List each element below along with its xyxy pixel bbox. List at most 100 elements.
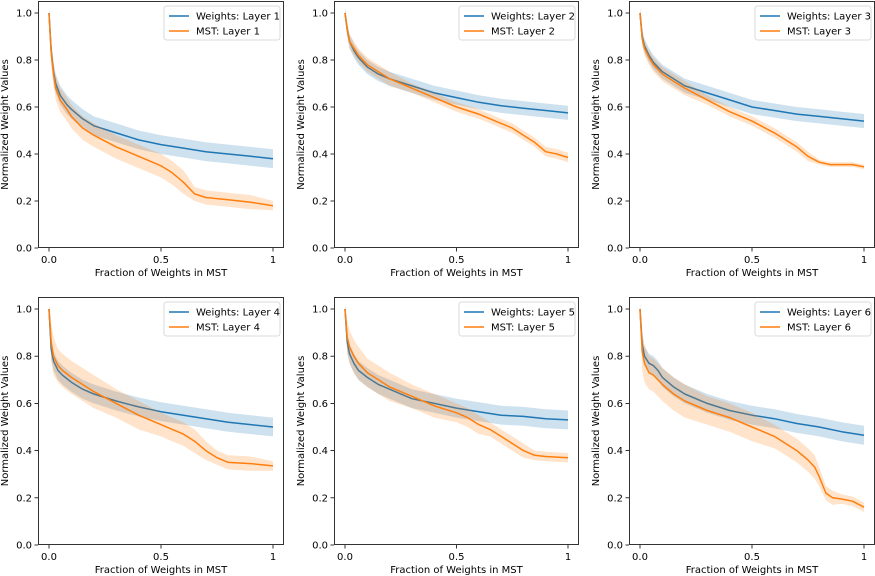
series-line-1: [639, 12, 865, 122]
y-tick-label: 1.0: [607, 305, 623, 316]
x-tick-label: 1: [270, 552, 276, 563]
legend: Weights: Layer 6 MST: Layer 6: [754, 301, 872, 337]
legend-label-1: Weights: Layer 1: [196, 12, 280, 23]
series-band-1: [640, 8, 864, 129]
x-axis-label: Fraction of Weights in MST: [95, 565, 228, 576]
series-band-1: [49, 8, 273, 169]
y-tick-label: 1.0: [312, 305, 328, 316]
y-tick-label: 0.8: [312, 56, 328, 67]
y-tick-label: 0.2: [16, 197, 32, 208]
x-axis-label: Fraction of Weights in MST: [686, 268, 819, 279]
legend-label-1: Weights: Layer 6: [787, 308, 871, 319]
y-tick-label: 0.0: [312, 541, 328, 552]
axes-frame: [334, 297, 579, 545]
x-tick-label: 0.0: [41, 552, 57, 563]
y-tick-label: 1.0: [312, 9, 328, 20]
y-tick-label: 0.8: [607, 352, 623, 363]
y-axis-label: Normalized Weight Values: [591, 59, 602, 190]
series-line-2: [639, 308, 865, 508]
legend-box: [754, 5, 872, 41]
x-tick-label: 1: [270, 255, 276, 266]
x-tick-label: 1: [861, 255, 867, 266]
y-tick-label: 0.6: [16, 399, 32, 410]
subplot-1: 0.0 0.2 0.4 0.6 0.8 1.0 0.0 0.5 1 Fraction of Wei…: [0, 1, 284, 279]
legend-label-2: MST: Layer 2: [491, 27, 555, 38]
y-tick-label: 0.8: [16, 56, 32, 67]
y-tick-label: 1.0: [16, 9, 32, 20]
y-tick-label: 0.4: [16, 446, 32, 457]
x-tick-label: 0.5: [153, 552, 169, 563]
y-axis-label: Normalized Weight Values: [0, 59, 11, 190]
y-tick-label: 0.6: [312, 399, 328, 410]
y-tick-label: 0.4: [607, 150, 623, 161]
x-tick-label: 0.5: [449, 255, 465, 266]
subplot-3: 0.0 0.2 0.4 0.6 0.8 1.0 0.0 0.5 1 Fraction of Wei…: [591, 1, 875, 279]
legend-label-2: MST: Layer 1: [196, 27, 260, 38]
axes-frame: [334, 1, 579, 248]
y-tick-label: 0.4: [16, 150, 32, 161]
x-axis-label: Fraction of Weights in MST: [686, 565, 819, 576]
series-line-1: [344, 308, 569, 421]
series-line-2: [344, 12, 569, 159]
y-tick-label: 0.0: [607, 541, 623, 552]
series-band-1: [345, 304, 568, 430]
y-axis-label: Normalized Weight Values: [0, 356, 11, 487]
series-band-1: [49, 304, 273, 437]
y-tick-label: 0.2: [312, 493, 328, 504]
series-band-2: [345, 304, 568, 463]
legend: Weights: Layer 1 MST: Layer 1: [163, 5, 281, 41]
x-tick-label: 0.5: [744, 255, 760, 266]
y-tick-label: 0.6: [607, 103, 623, 114]
series-line-2: [48, 308, 274, 467]
series-line-1: [639, 308, 865, 437]
series-line-2: [344, 308, 569, 459]
y-axis-label: Normalized Weight Values: [296, 356, 307, 487]
subplot-4: 0.0 0.2 0.4 0.6 0.8 1.0 0.0 0.5 1 Fraction of Wei…: [0, 297, 284, 576]
y-tick-label: 0.8: [16, 352, 32, 363]
y-tick-label: 0.2: [607, 493, 623, 504]
y-tick-label: 0.0: [607, 244, 623, 255]
y-tick-label: 0.4: [312, 150, 328, 161]
x-tick-label: 1: [565, 552, 571, 563]
y-tick-label: 0.6: [607, 399, 623, 410]
x-axis-label: Fraction of Weights in MST: [390, 565, 523, 576]
y-tick-label: 0.4: [312, 446, 328, 457]
y-tick-label: 1.0: [607, 9, 623, 20]
y-tick-label: 0.2: [607, 197, 623, 208]
y-tick-label: 0.6: [16, 103, 32, 114]
x-tick-label: 0.0: [41, 255, 57, 266]
y-tick-label: 0.6: [312, 103, 328, 114]
x-tick-label: 0.0: [337, 255, 353, 266]
subplot-5: 0.0 0.2 0.4 0.6 0.8 1.0 0.0 0.5 1 Fraction of Wei…: [296, 297, 579, 576]
x-tick-label: 0.0: [337, 552, 353, 563]
y-tick-label: 0.0: [16, 541, 32, 552]
series-band-2: [345, 8, 568, 163]
x-tick-label: 0.5: [449, 552, 465, 563]
y-tick-label: 0.2: [312, 197, 328, 208]
series-band-1: [640, 304, 864, 445]
legend-label-2: MST: Layer 4: [196, 323, 260, 334]
legend-box: [163, 5, 281, 41]
x-tick-label: 0.0: [632, 552, 648, 563]
x-tick-label: 0.5: [744, 552, 760, 563]
y-axis-label: Normalized Weight Values: [591, 356, 602, 487]
x-tick-label: 0.5: [153, 255, 169, 266]
x-axis-label: Fraction of Weights in MST: [390, 268, 523, 279]
subplot-6: 0.0 0.2 0.4 0.6 0.8 1.0 0.0 0.5 1 Fraction of Wei…: [591, 297, 875, 576]
legend: Weights: Layer 3 MST: Layer 3: [754, 5, 872, 41]
legend: Weights: Layer 2 MST: Layer 2: [458, 5, 576, 41]
y-axis-label: Normalized Weight Values: [296, 59, 307, 190]
axes-frame: [38, 297, 284, 545]
x-tick-label: 1: [861, 552, 867, 563]
legend-box: [754, 301, 872, 337]
axes-frame: [38, 1, 284, 248]
legend: Weights: Layer 4 MST: Layer 4: [163, 301, 281, 337]
legend-label-1: Weights: Layer 5: [491, 308, 575, 319]
legend-label-2: MST: Layer 6: [787, 323, 851, 334]
legend-label-2: MST: Layer 3: [787, 27, 851, 38]
y-tick-label: 0.0: [16, 244, 32, 255]
legend-label-1: Weights: Layer 3: [787, 12, 871, 23]
series-line-2: [639, 12, 865, 168]
legend-label-2: MST: Layer 5: [491, 323, 555, 334]
